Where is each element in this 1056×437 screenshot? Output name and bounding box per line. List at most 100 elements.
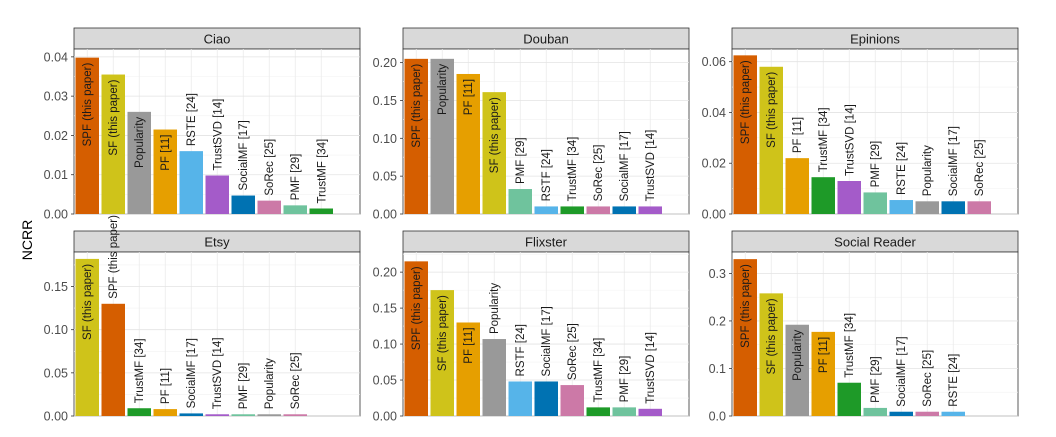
bar-sorec-25 [967, 201, 991, 214]
y-tick-label: 0.00 [702, 208, 726, 222]
bar-label-spf-this-paper: SPF (this paper) [411, 266, 423, 350]
panel-epinions: Epinions 0.00 0.02 0.04 0.06 SPF (this paper)… [702, 27, 1019, 222]
bar-label-trustsvd-14: TrustSVD [14] [212, 99, 224, 171]
bar-sorec-25 [915, 411, 939, 416]
bar-pf-11 [456, 322, 480, 416]
bar-label-trustsvd-14: TrustSVD [14] [645, 332, 657, 404]
y-tick-label: 0.00 [44, 410, 68, 424]
panel-flixster: Flixster 0.00 0.05 0.10 0.15 0.20 SPF (this pa… [373, 230, 690, 424]
bar-label-pf-11: PF [11] [463, 79, 475, 115]
bar-label-rste-24: RSTE [24] [896, 142, 908, 195]
bar-label-trustmf-34: TrustMF [34] [134, 338, 146, 403]
y-tick-label: 0.05 [373, 374, 397, 388]
panel-social-reader: Social Reader 0.0 0.1 0.2 0.3 SPF (this paper… [709, 230, 1019, 424]
facet-title: Etsy [204, 235, 230, 250]
y-tick-label: 0.02 [702, 157, 726, 171]
y-tick-label: 0.01 [44, 168, 68, 182]
bar-trustmf-34 [309, 208, 333, 214]
bar-sorec-25 [586, 206, 610, 214]
y-tick-label: 0.10 [44, 323, 68, 337]
bar-label-sorec-25: SoRec [25] [567, 323, 579, 380]
bar-trustsvd-14 [205, 175, 229, 214]
y-tick-label: 0.10 [373, 132, 397, 146]
bar-socialmf-17 [612, 206, 636, 214]
bar-label-trustmf-34: TrustMF [34] [818, 107, 830, 172]
bar-label-spf-this-paper: SPF (this paper) [411, 64, 423, 148]
y-tick-label: 0.00 [373, 410, 397, 424]
facet-panels: Ciao 0.00 0.01 0.02 0.03 0.04 SPF (this paper)… [44, 27, 1019, 424]
bar-trustmf-34 [127, 408, 151, 416]
bar-label-socialmf-17: SocialMF [17] [619, 131, 631, 201]
bar-label-sf-this-paper: SF (this paper) [489, 97, 501, 173]
y-tick-label: 0.10 [373, 338, 397, 352]
bar-sf-this-paper [101, 74, 125, 215]
bar-socialmf-17 [179, 413, 203, 416]
y-tick-label: 0.04 [44, 50, 68, 64]
bar-label-popularity: Popularity [792, 329, 804, 380]
facet-title: Douban [523, 32, 569, 47]
bar-label-pmf-29: PMF [29] [619, 356, 631, 403]
bar-rstf-24 [508, 381, 532, 416]
y-tick-label: 0.00 [373, 208, 397, 222]
bar-label-popularity: Popularity [134, 117, 146, 168]
bar-socialmf-17 [889, 411, 913, 416]
y-tick-label: 0.3 [709, 267, 726, 281]
bar-pf-11 [811, 331, 835, 416]
panel-ciao: Ciao 0.00 0.01 0.02 0.03 0.04 SPF (this paper)… [44, 27, 361, 222]
bar-label-pmf-29: PMF [29] [515, 137, 527, 184]
bar-spf-this-paper [404, 261, 428, 416]
bar-trustsvd-14 [837, 181, 861, 214]
bar-pf-11 [785, 158, 809, 214]
bar-label-socialmf-17: SocialMF [17] [896, 336, 908, 406]
bar-label-sorec-25: SoRec [25] [974, 139, 986, 196]
bar-pmf-29 [508, 189, 532, 214]
bar-label-socialmf-17: SocialMF [17] [186, 338, 198, 408]
y-tick-label: 0.15 [373, 302, 397, 316]
bar-trustmf-34 [837, 382, 861, 416]
bar-label-pf-11: PF [11] [818, 337, 830, 373]
bar-sorec-25 [560, 385, 584, 416]
y-tick-label: 0.20 [373, 56, 397, 70]
y-tick-label: 0.20 [373, 266, 397, 280]
bar-label-sorec-25: SoRec [25] [922, 350, 934, 407]
bar-sf-this-paper [482, 92, 506, 214]
bar-label-sorec-25: SoRec [25] [264, 139, 276, 196]
bar-spf-this-paper [75, 57, 99, 215]
bar-label-trustmf-34: TrustMF [34] [316, 139, 328, 204]
bar-label-spf-this-paper: SPF (this paper) [82, 62, 94, 146]
facet-title: Epinions [850, 32, 900, 47]
bar-label-sorec-25: SoRec [25] [593, 145, 605, 202]
bar-trustmf-34 [811, 177, 835, 214]
y-tick-label: 0.2 [709, 314, 726, 328]
bar-label-socialmf-17: SocialMF [17] [948, 126, 960, 196]
bar-sorec-25 [257, 200, 281, 214]
bar-socialmf-17 [941, 201, 965, 214]
bar-label-popularity: Popularity [264, 358, 276, 409]
bar-popularity [785, 324, 809, 416]
bar-trustsvd-14 [205, 414, 229, 416]
facet-title: Social Reader [834, 235, 916, 250]
y-tick-label: 0.02 [44, 129, 68, 143]
bar-label-rstf-24: RSTF [24] [515, 324, 527, 376]
bar-pf-11 [456, 73, 480, 214]
y-tick-label: 0.05 [44, 366, 68, 380]
bar-label-popularity: Popularity [922, 145, 934, 196]
bar-label-trustmf-34: TrustMF [34] [567, 137, 579, 202]
bar-label-trustsvd-14: TrustSVD [14] [844, 104, 856, 176]
y-tick-label: 0.03 [44, 90, 68, 104]
bar-label-sf-this-paper: SF (this paper) [766, 72, 778, 148]
bar-label-socialmf-17: SocialMF [17] [238, 120, 250, 190]
y-tick-label: 0.00 [44, 208, 68, 222]
bar-popularity [430, 58, 454, 215]
bar-pmf-29 [612, 407, 636, 416]
bar-pmf-29 [283, 205, 307, 214]
bar-rste-24 [941, 411, 965, 416]
bar-label-pf-11: PF [11] [160, 368, 172, 404]
bar-label-trustsvd-14: TrustSVD [14] [645, 130, 657, 202]
panel-douban: Douban 0.00 0.05 0.10 0.15 0.20 SPF (this pape… [373, 27, 690, 222]
bar-spf-this-paper [404, 58, 428, 215]
bar-rste-24 [179, 151, 203, 214]
bar-trustsvd-14 [638, 206, 662, 214]
bar-label-sf-this-paper: SF (this paper) [108, 79, 120, 155]
bar-popularity [127, 111, 151, 214]
